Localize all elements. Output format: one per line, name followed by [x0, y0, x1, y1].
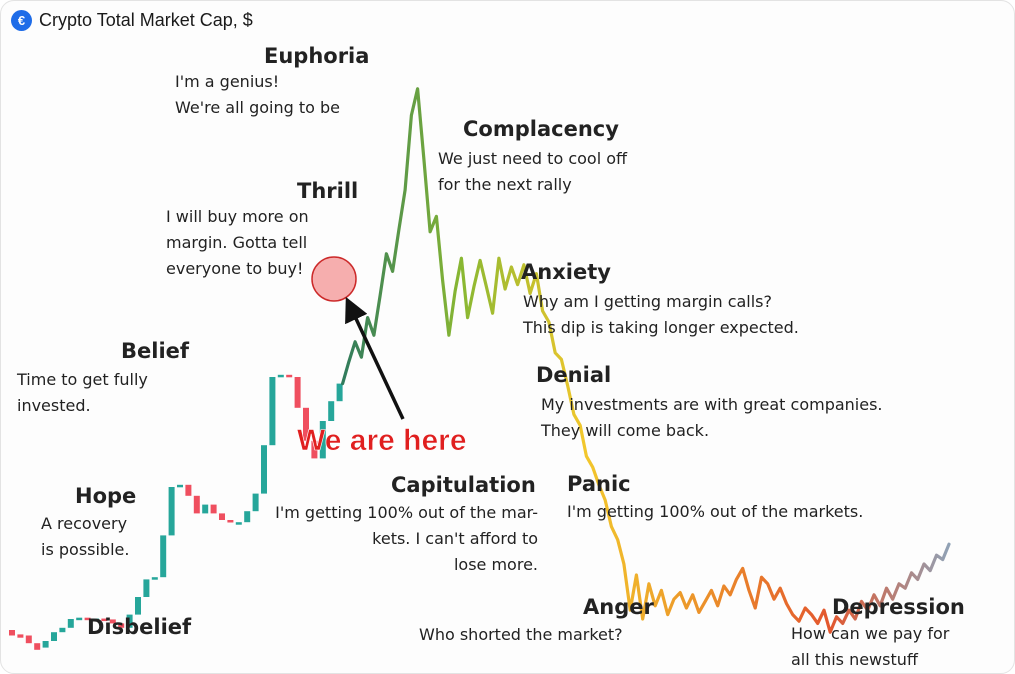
phase-note: A recovery [41, 514, 127, 533]
candle [311, 440, 318, 459]
phase-label: Depression [832, 595, 965, 619]
chart-header: € Crypto Total Market Cap, $ [11, 10, 253, 31]
we-are-here-marker: We are here [297, 256, 467, 457]
phase-note: I'm a genius! [175, 72, 279, 91]
phase-note: Time to get fully [16, 370, 148, 389]
phase-note: Who shorted the market? [419, 625, 623, 644]
marker-circle [311, 256, 357, 302]
candle [277, 374, 284, 378]
coin-logo-icon: € [11, 10, 32, 31]
phase-label: Hope [75, 484, 136, 508]
candle [261, 445, 267, 494]
candle [17, 634, 24, 638]
candle [244, 511, 251, 523]
phase-labels: Euphoria I'm a genius! We're all going to … [16, 44, 965, 669]
phase-label: Panic [567, 472, 631, 496]
candle [25, 635, 32, 644]
phase-label: Denial [536, 363, 611, 387]
candle [101, 618, 108, 622]
phase-label: Anger [583, 595, 654, 619]
phase-note: I'm getting 100% out of the mar- [275, 503, 538, 522]
candle [118, 623, 125, 628]
candle [252, 493, 259, 512]
phase-note: I will buy more on [166, 207, 309, 226]
phase-note: lose more. [454, 555, 538, 574]
phase-note: everyone to buy! [166, 259, 303, 278]
candle [143, 579, 150, 597]
candle [294, 377, 301, 408]
phase-note: They will come back. [540, 421, 709, 440]
chart-title: Crypto Total Market Cap, $ [39, 10, 253, 30]
phase-note: This dip is taking longer expected. [522, 318, 799, 337]
phase-note: My investments are with great companies. [541, 395, 883, 414]
phase-label: Thrill [297, 179, 358, 203]
candle [135, 597, 141, 615]
candle [151, 577, 158, 580]
phase-label: Euphoria [264, 44, 369, 68]
candle [227, 520, 234, 523]
candle [9, 630, 15, 636]
phase-label: Belief [121, 339, 190, 363]
line-group [341, 87, 951, 634]
arrow-icon [345, 296, 405, 420]
phase-note: for the next rally [438, 175, 572, 194]
phase-note: all this newstuff [791, 650, 919, 669]
candle [34, 643, 41, 650]
phase-note: I'm getting 100% out of the markets. [567, 502, 863, 521]
phase-label: Capitulation [391, 473, 536, 497]
phase-note: How can we pay for [791, 624, 950, 643]
candle [126, 614, 133, 628]
we-are-here-label: We are here [297, 424, 467, 457]
candle [319, 421, 326, 459]
candle [185, 484, 192, 496]
candle [328, 401, 335, 421]
candle [286, 374, 293, 378]
candle [193, 495, 200, 514]
candle [93, 618, 99, 622]
candle [109, 619, 116, 624]
candle [336, 383, 343, 402]
phase-note: We're all going to be [175, 98, 340, 117]
candle [160, 535, 167, 578]
candles-group [9, 374, 343, 650]
candle [303, 407, 309, 441]
candle [67, 619, 74, 628]
phase-note: invested. [17, 396, 91, 415]
phase-note: kets. I can't afford to [372, 529, 538, 548]
phase-note: We just need to cool off [438, 149, 628, 168]
phase-label: Anxiety [521, 260, 611, 284]
candle [42, 641, 49, 648]
candle [84, 617, 91, 621]
candle [59, 627, 66, 633]
candle [76, 617, 83, 621]
phase-note: margin. Gotta tell [166, 233, 307, 252]
phase-label: Disbelief [87, 615, 192, 639]
phase-note: is possible. [41, 540, 129, 559]
candle [210, 504, 217, 514]
series-line [341, 87, 951, 634]
candle [51, 632, 57, 641]
candle [202, 504, 209, 514]
candle [269, 377, 276, 446]
phase-label: Complacency [463, 117, 619, 141]
candle [219, 513, 225, 520]
candle [168, 487, 175, 536]
candle [177, 484, 183, 488]
candle [235, 522, 242, 525]
phase-note: Why am I getting margin calls? [523, 292, 772, 311]
